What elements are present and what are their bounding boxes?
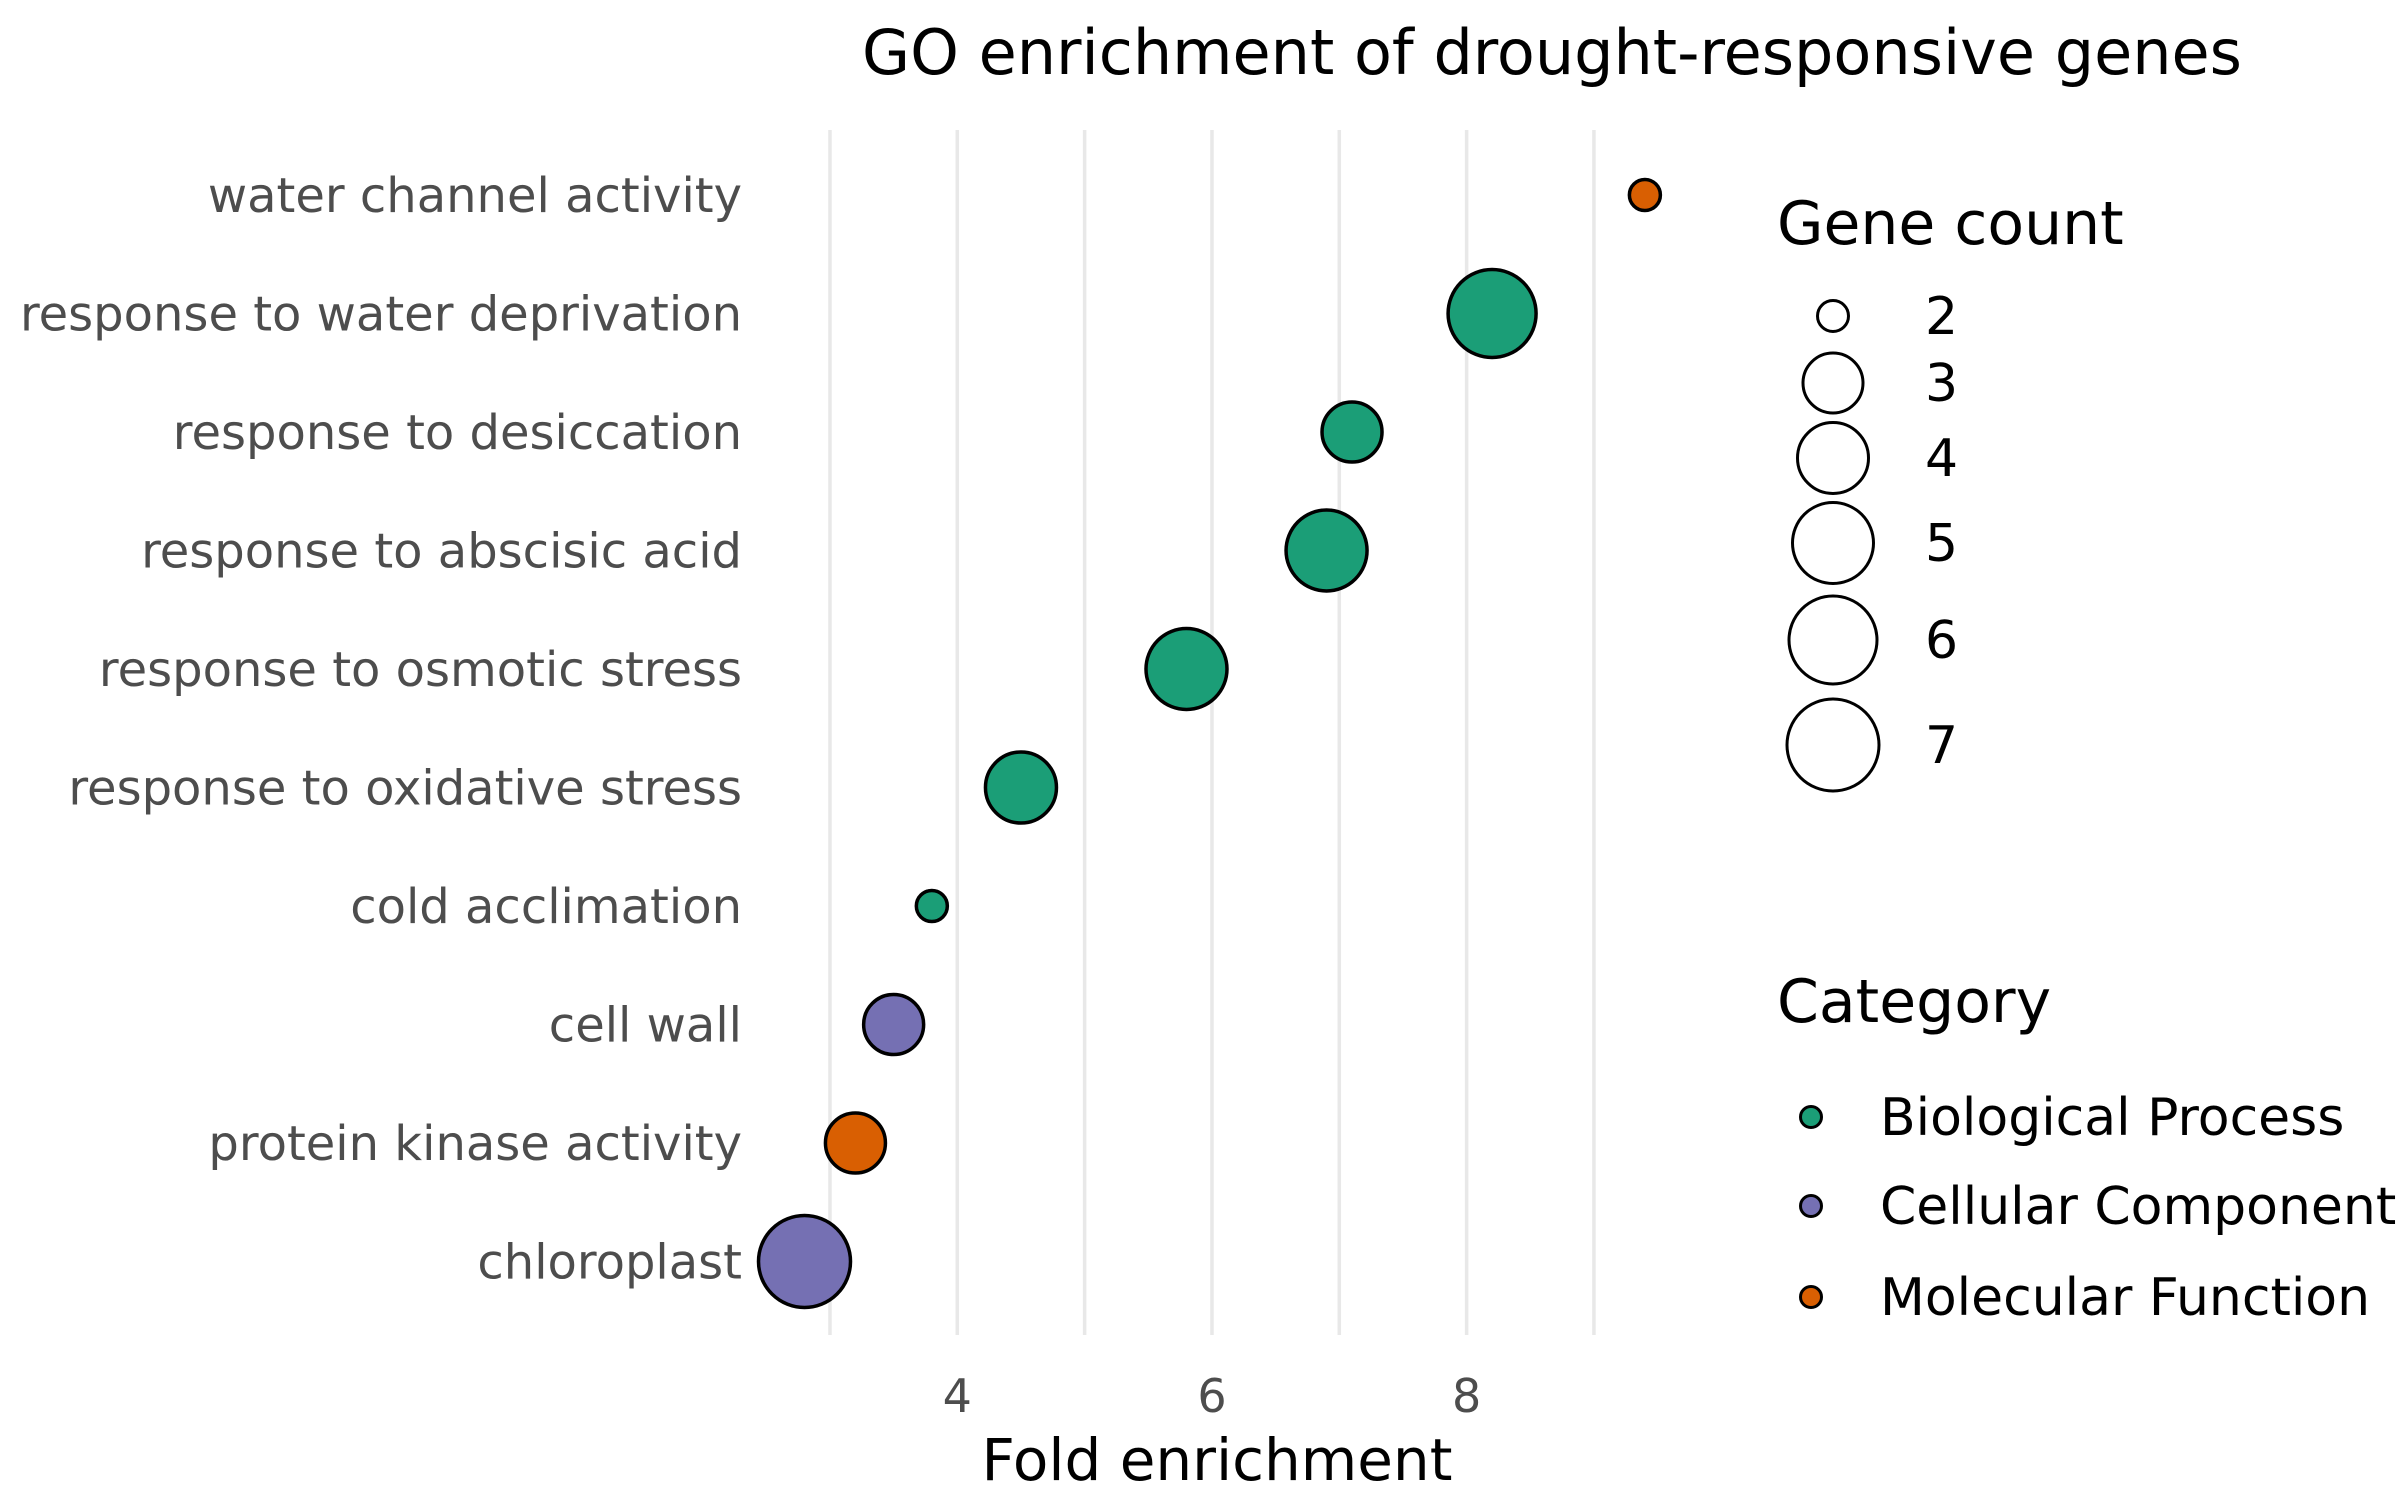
y-label-response-to-water-deprivation: response to water deprivation [20, 286, 742, 342]
category-swatch-cellular-component [1799, 1194, 1823, 1218]
x-axis-tick-labels: 4 6 8 [943, 1369, 1482, 1423]
size-legend-label-3: 3 [1925, 354, 1958, 414]
y-label-chloroplast: chloroplast [477, 1234, 742, 1290]
y-axis-labels: water channel activity response to water … [20, 168, 742, 1291]
dot-response-to-desiccation [1320, 400, 1384, 464]
dot-cell-wall [861, 992, 926, 1057]
size-legend-label-5: 5 [1925, 514, 1958, 574]
dot-response-to-oxidative-stress [983, 750, 1059, 825]
dot-response-to-osmotic-stress [1144, 626, 1229, 712]
dot-protein-kinase-activity [823, 1111, 888, 1175]
y-label-protein-kinase-activity: protein kinase activity [208, 1116, 742, 1172]
y-label-cold-acclimation: cold acclimation [350, 879, 742, 935]
size-legend-label-4: 4 [1925, 429, 1958, 489]
chart-title: GO enrichment of drought-responsive gene… [862, 16, 2242, 89]
category-legend-title: Category [1777, 967, 2051, 1037]
y-label-water-channel-activity: water channel activity [208, 168, 742, 224]
data-points [756, 177, 1663, 1310]
dot-chloroplast [756, 1213, 853, 1310]
dot-response-to-abscisic-acid [1284, 508, 1369, 593]
y-label-response-to-desiccation: response to desiccation [173, 405, 742, 461]
category-label-biological-process: Biological Process [1880, 1088, 2344, 1148]
category-label-molecular-function: Molecular Function [1880, 1268, 2370, 1328]
y-label-cell-wall: cell wall [549, 997, 742, 1053]
size-legend-title: Gene count [1777, 189, 2124, 259]
category-swatch-biological-process [1799, 1105, 1823, 1129]
size-legend-label-2: 2 [1925, 287, 1958, 347]
size-legend-circle-2 [1816, 299, 1850, 333]
y-label-response-to-osmotic-stress: response to osmotic stress [99, 642, 742, 698]
x-axis-title: Fold enrichment [982, 1426, 1453, 1494]
category-label-cellular-component: Cellular Component [1880, 1177, 2396, 1237]
dot-cold-acclimation [914, 888, 950, 924]
size-legend-circle-5 [1791, 501, 1875, 585]
x-tick-6: 6 [1197, 1369, 1226, 1423]
y-label-response-to-oxidative-stress: response to oxidative stress [68, 760, 742, 816]
size-legend: Gene count 2 3 4 5 6 7 [1777, 189, 2124, 793]
size-legend-circle-4 [1796, 421, 1870, 495]
y-label-response-to-abscisic-acid: response to abscisic acid [141, 523, 742, 579]
x-tick-4: 4 [943, 1369, 972, 1423]
category-legend: Category Biological Process Cellular Comp… [1777, 967, 2396, 1328]
dot-water-channel-activity [1627, 177, 1663, 213]
x-tick-8: 8 [1452, 1369, 1481, 1423]
size-legend-circle-7 [1785, 697, 1881, 793]
size-legend-circle-3 [1801, 351, 1865, 415]
dot-response-to-water-deprivation [1446, 267, 1538, 360]
size-legend-circle-6 [1787, 594, 1879, 686]
category-swatch-molecular-function [1799, 1285, 1823, 1309]
size-legend-label-7: 7 [1925, 716, 1958, 776]
size-legend-label-6: 6 [1925, 611, 1958, 671]
